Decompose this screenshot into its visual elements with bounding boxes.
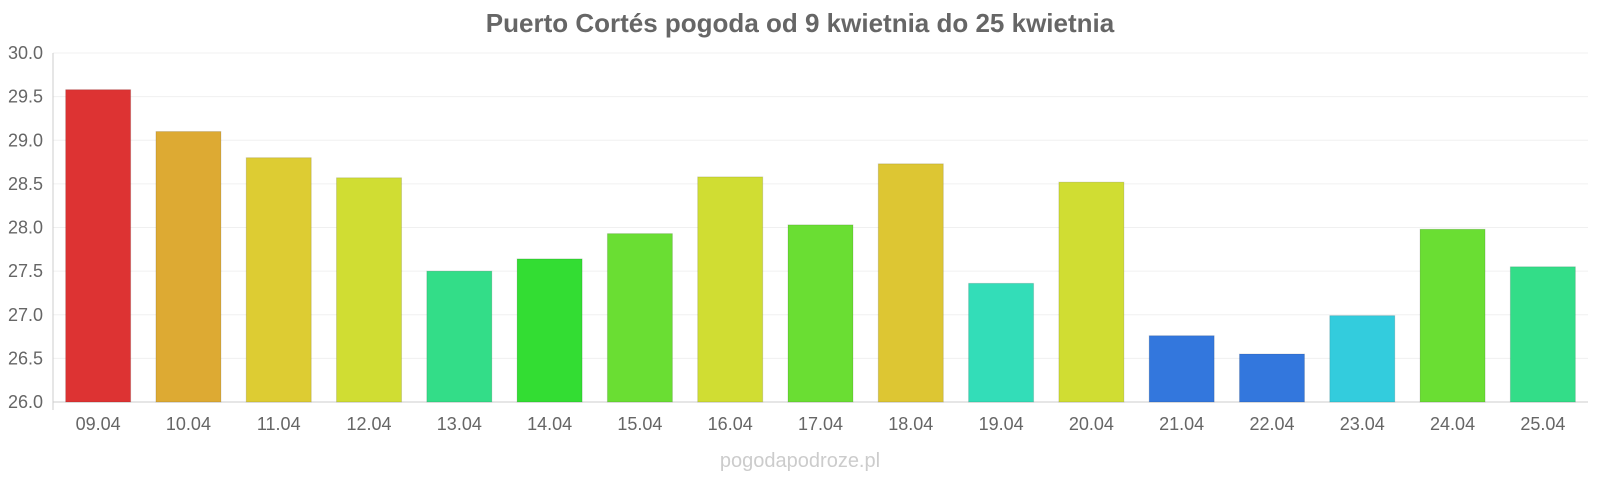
- x-tick-label: 10.04: [166, 414, 211, 434]
- bar-09.04: [65, 89, 132, 403]
- bar-22.04: [1238, 353, 1305, 403]
- bar-16.04: [697, 176, 764, 403]
- bar-13.04: [426, 270, 493, 403]
- x-tick-label: 17.04: [798, 414, 843, 434]
- bar-25.04: [1509, 266, 1576, 403]
- bar-24.04: [1419, 228, 1486, 403]
- bar-15.04: [606, 233, 673, 403]
- x-tick-label: 11.04: [257, 414, 301, 434]
- x-tick-label: 25.04: [1520, 414, 1565, 434]
- x-tick-label: 19.04: [979, 414, 1024, 434]
- y-tick-label: 30.0: [8, 43, 43, 63]
- bar-18.04: [877, 163, 944, 403]
- x-tick-label: 20.04: [1069, 414, 1114, 434]
- y-tick-label: 28.0: [8, 218, 43, 238]
- x-tick-label: 21.04: [1159, 414, 1204, 434]
- x-tick-label: 15.04: [617, 414, 662, 434]
- chart-title: Puerto Cortés pogoda od 9 kwietnia do 25…: [485, 8, 1115, 38]
- y-tick-label: 27.5: [8, 261, 43, 281]
- bar-10.04: [155, 131, 222, 403]
- x-tick-label: 09.04: [76, 414, 121, 434]
- x-tick-label: 14.04: [527, 414, 572, 434]
- bar-21.04: [1148, 335, 1215, 403]
- bar-23.04: [1329, 315, 1396, 403]
- y-tick-label: 29.5: [8, 87, 43, 107]
- x-tick-label: 24.04: [1430, 414, 1475, 434]
- y-tick-label: 29.0: [8, 130, 43, 150]
- bars: [65, 89, 1576, 403]
- y-tick-label: 26.0: [8, 392, 43, 412]
- x-tick-label: 18.04: [888, 414, 933, 434]
- x-tick-label: 13.04: [437, 414, 482, 434]
- x-tick-labels: 09.04 10.04 11.04 12.04 13.04 14.04 15.04 16.04…: [76, 414, 1566, 434]
- watermark: pogodapodroze.pl: [719, 450, 881, 472]
- x-tick-label: 23.04: [1340, 414, 1385, 434]
- bar-14.04: [516, 258, 583, 403]
- y-tick-label: 28.5: [8, 174, 43, 194]
- y-tick-label: 26.5: [8, 348, 43, 368]
- bar-11.04: [245, 157, 312, 403]
- bar-17.04: [787, 224, 854, 403]
- bar-20.04: [1058, 181, 1125, 403]
- x-tick-label: 22.04: [1249, 414, 1294, 434]
- bar-12.04: [336, 177, 403, 403]
- y-tick-label: 27.0: [8, 305, 43, 325]
- bar-19.04: [968, 282, 1035, 403]
- x-tick-label: 16.04: [708, 414, 753, 434]
- x-tick-label: 12.04: [347, 414, 392, 434]
- y-tick-labels: 26.0 26.5 27.0 27.5 28.0 28.5 29.0 29.5 30.0: [8, 43, 43, 412]
